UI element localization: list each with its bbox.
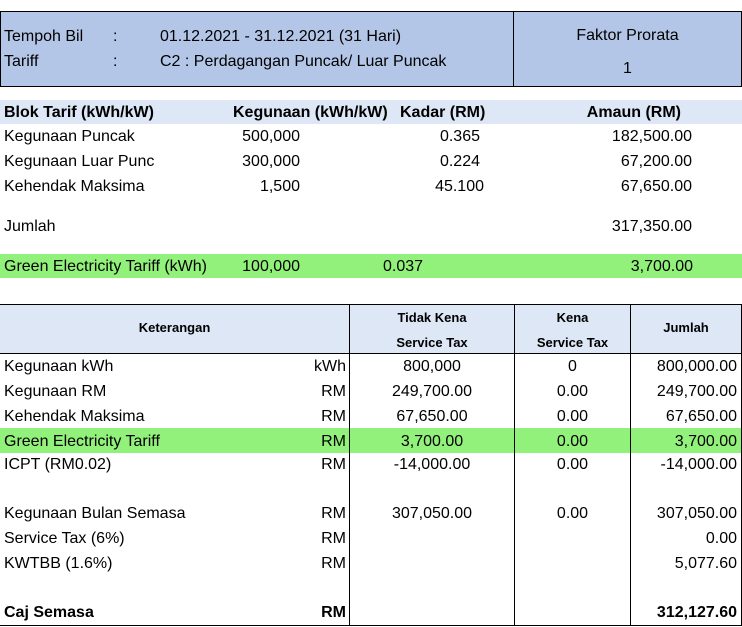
green-tariff-row	[0, 254, 742, 278]
summary-bottom-border	[0, 625, 742, 626]
tariff-row-usage: 300,000	[242, 153, 300, 170]
summary-row-unit: RM	[321, 383, 346, 400]
col-header-kena-line1: Kena	[556, 310, 589, 325]
col-header-tidak-line1: Tidak Kena	[397, 310, 467, 325]
tariff-row-usage: 500,000	[242, 128, 300, 145]
tariff-table	[0, 100, 742, 282]
tariff-total-amount: 317,350.00	[611, 218, 692, 235]
col-header-kegunaan: Kegunaan (kWh/kW)	[233, 104, 388, 121]
col-header-amaun: Amaun (RM)	[586, 104, 681, 121]
tariff-row-label: Kehendak Maksima	[4, 178, 145, 195]
summary-row-kena: 0.00	[556, 408, 589, 425]
summary-row-kena: 0.00	[556, 433, 589, 450]
tempoh-value: 01.12.2021 - 31.12.2021 (31 Hari)	[160, 28, 402, 45]
col-header-tidak-line2: Service Tax	[396, 335, 468, 350]
tariff-row-label: Kegunaan Puncak	[4, 128, 135, 145]
faktor-label: Faktor Prorata	[576, 27, 679, 44]
col-header-kadar: Kadar (RM)	[400, 104, 486, 121]
tariff-value: C2 : Perdagangan Puncak/ Luar Puncak	[160, 53, 447, 70]
header-right-panel	[513, 11, 742, 87]
tariff-label: Tariff	[4, 53, 39, 70]
summary-row-label: Kegunaan RM	[4, 383, 107, 400]
caj-semasa-unit: RM	[321, 604, 346, 621]
summary-green-row	[0, 428, 742, 453]
summary-row-tidak: 3,700.00	[400, 433, 464, 450]
summary-col-divider	[349, 304, 350, 626]
caj-semasa-label: Caj Semasa	[4, 604, 94, 621]
summary-row-jumlah: 249,700.00	[656, 383, 737, 400]
tariff-row-amount: 182,500.00	[611, 128, 692, 145]
tariff-row-rate: 0.365	[439, 128, 480, 145]
summary-row-unit: RM	[321, 505, 346, 522]
tariff-total-label: Jumlah	[4, 218, 56, 235]
summary-row-label: Service Tax (6%)	[4, 530, 125, 547]
header-left-panel	[0, 11, 514, 87]
summary-row-jumlah: 307,050.00	[656, 505, 737, 522]
col-header-blok: Blok Tarif (kWh/kW)	[4, 104, 154, 121]
summary-row-kena: 0	[568, 358, 577, 375]
tariff-row-usage: 1,500	[259, 178, 300, 195]
tariff-row-rate: 0.224	[439, 153, 480, 170]
summary-row-unit: kWh	[314, 358, 346, 375]
tariff-row-label: Kegunaan Luar Punc	[4, 153, 155, 170]
tariff-row-amount: 67,200.00	[620, 153, 692, 170]
summary-row-unit: RM	[321, 530, 346, 547]
tariff-colon: :	[113, 53, 118, 70]
tempoh-colon: :	[113, 28, 118, 45]
summary-row-unit: RM	[321, 456, 346, 473]
col-header-kena-line2: Service Tax	[536, 335, 609, 350]
summary-row-tidak: 307,050.00	[391, 505, 473, 522]
green-tariff-amount: 3,700.00	[630, 258, 693, 275]
summary-row-label: Kegunaan Bulan Semasa	[4, 505, 186, 522]
tempoh-label: Tempoh Bil	[4, 28, 84, 45]
col-header-keterangan: Keterangan	[138, 320, 211, 335]
summary-row-tidak: 67,650.00	[396, 408, 468, 425]
summary-row-jumlah: 5,077.60	[674, 555, 737, 572]
summary-row-tidak: 800,000	[403, 358, 461, 375]
summary-col-divider	[514, 304, 515, 626]
green-tariff-rate: 0.037	[383, 258, 424, 275]
summary-col-divider	[630, 304, 631, 626]
summary-row-unit: RM	[321, 433, 346, 450]
summary-row-jumlah: 800,000.00	[656, 358, 737, 375]
green-tariff-label: Green Electricity Tariff (kWh)	[4, 258, 208, 275]
tariff-row-amount: 67,650.00	[620, 178, 692, 195]
tariff-row-rate: 45.100	[435, 178, 484, 195]
summary-row-kena: 0.00	[556, 505, 589, 522]
faktor-value: 1	[623, 60, 632, 77]
summary-row-label: Green Electricity Tariff	[4, 433, 160, 450]
summary-row-unit: RM	[321, 408, 346, 425]
col-header-jumlah: Jumlah	[663, 320, 709, 335]
summary-row-jumlah: 3,700.00	[674, 433, 737, 450]
tariff-header-row	[0, 100, 742, 124]
summary-row-kena: 0.00	[556, 383, 589, 400]
summary-table	[0, 304, 742, 627]
summary-row-tidak: -14,000.00	[393, 456, 471, 473]
summary-row-label: ICPT (RM0.02)	[4, 456, 112, 473]
summary-row-jumlah: -14,000.00	[660, 456, 737, 473]
summary-row-jumlah: 0.00	[705, 530, 737, 547]
summary-row-unit: RM	[321, 555, 346, 572]
summary-header-row	[0, 304, 742, 354]
summary-row-jumlah: 67,650.00	[665, 408, 737, 425]
summary-row-tidak: 249,700.00	[391, 383, 473, 400]
green-tariff-usage: 100,000	[242, 258, 300, 275]
summary-row-label: Kegunaan kWh	[4, 358, 114, 375]
summary-row-label: Kehendak Maksima	[4, 408, 145, 425]
summary-row-kena: 0.00	[556, 456, 589, 473]
summary-row-label: KWTBB (1.6%)	[4, 555, 113, 572]
caj-semasa-amount: 312,127.60	[656, 604, 737, 621]
